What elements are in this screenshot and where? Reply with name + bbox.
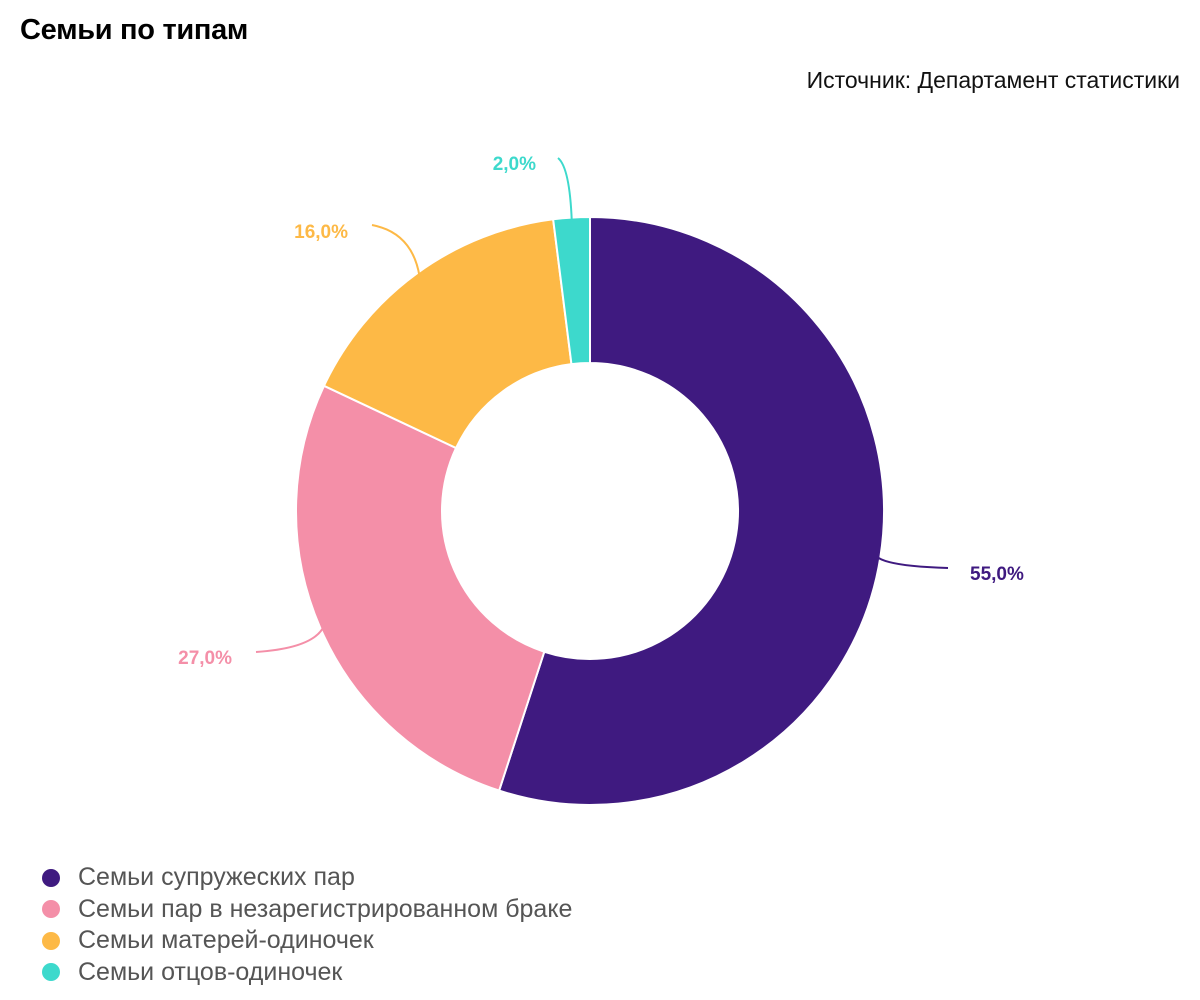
donut-slice[interactable] (322, 218, 573, 450)
leader-line (371, 224, 421, 277)
legend-item[interactable]: Семьи пар в незарегистрированном браке (42, 894, 572, 926)
donut-slice[interactable] (552, 215, 591, 366)
legend-label: Семьи отцов-одиночек (78, 957, 343, 986)
chart-title: Семьи по типам (20, 14, 249, 46)
legend-label: Семьи супружеских пар (78, 863, 355, 892)
legend-swatch (42, 931, 60, 950)
legend-item[interactable]: Семьи матерей-одиночек (42, 925, 572, 957)
slice-data-label: 16,0% (294, 222, 348, 243)
legend-label: Семьи пар в незарегистрированном браке (78, 894, 573, 923)
chart-source: Источник: Департамент статистики (806, 67, 1180, 93)
leader-line (255, 625, 325, 653)
slice-data-label: 27,0% (178, 648, 232, 669)
leader-line (875, 555, 949, 569)
slice-data-label: 55,0% (970, 564, 1024, 585)
donut-slice[interactable] (295, 384, 546, 792)
leader-line (557, 157, 573, 222)
legend-item[interactable]: Семьи супружеских пар (42, 862, 572, 894)
legend-label: Семьи матерей-одиночек (78, 926, 374, 955)
legend-swatch (42, 900, 60, 919)
legend-swatch (42, 868, 60, 887)
donut-slice[interactable] (497, 215, 885, 806)
legend-item[interactable]: Семьи отцов-одиночек (42, 957, 572, 989)
slice-data-label: 2,0% (493, 154, 536, 175)
legend: Семьи супружеских пар Семьи пар в незаре… (42, 862, 572, 988)
legend-swatch (42, 963, 60, 982)
